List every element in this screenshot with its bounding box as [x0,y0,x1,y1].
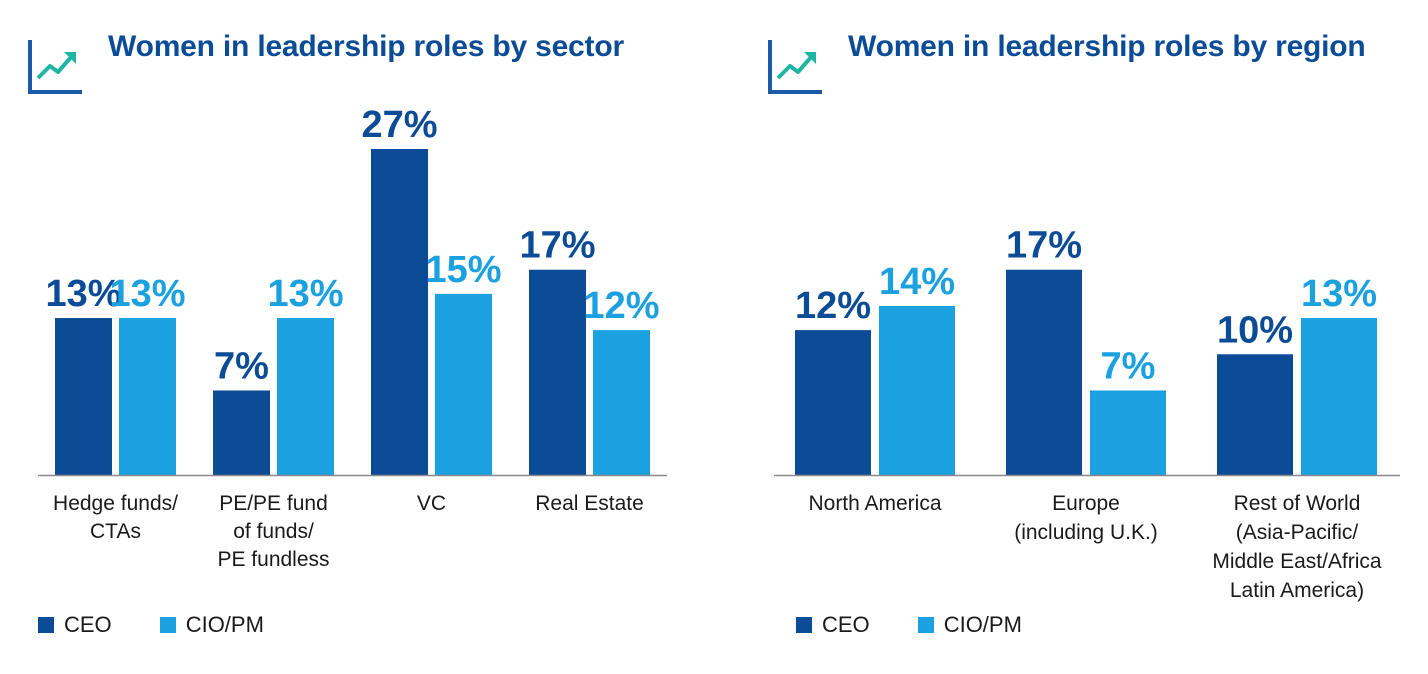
sector-chart-panel: Women in leadership roles by sector 13% 7… [0,0,700,674]
legend-label-cio: CIO/PM [185,612,264,637]
region-chart-panel: Women in leadership roles by region 12% 1… [740,0,1428,674]
bar-ceo-1 [1006,269,1082,475]
data-label-ceo-3: 17% [519,225,595,267]
data-label-cio-3: 12% [583,285,659,327]
bar-ceo-0 [55,318,112,475]
line-chart-trend-icon [768,40,822,94]
bar-cio-2 [1301,318,1377,475]
bar-cio-2 [435,293,492,475]
sector-bar-chart: 13%7%27%17%13% 13%15%12%Hedge funds/CTAsP… [38,104,667,571]
category-label-1: Europe (including U.K.) [1014,492,1158,544]
data-label-cio-2: 13% [1301,273,1377,315]
legend-swatch-ceo [796,617,812,633]
category-label-2: Rest of World (Asia-Pacific/Middle East/A… [1212,492,1382,602]
data-label-ceo-0: 13% [45,273,121,315]
legend-label-ceo: CEO [64,612,112,637]
data-label-ceo-1: 7% [214,345,269,387]
data-label-ceo-1: 17% [1006,225,1082,267]
data-label-ceo-0: 12% [795,285,871,327]
region-bar-chart: 12% 17% 10% 14% 7% 13% North America Europe (inc… [774,225,1400,602]
data-label-ceo-2: 27% [361,104,437,146]
data-label-cio-2: 15% [425,249,501,291]
legend-item-cio: CIO/PM [159,612,264,638]
category-label-2: VC [417,492,446,515]
category-label-3: Real Estate [535,492,644,515]
legend: CEO CIO/PM [38,612,312,638]
bar-cio-1 [277,318,334,475]
legend: CEO CIO/PM [796,612,1070,638]
data-label-ceo-2: 10% [1217,309,1293,351]
category-label-1: PE/PE fund of funds/PE fundless [217,492,329,571]
legend-item-cio: CIO/PM [917,612,1022,638]
bar-cio-1 [1090,390,1166,475]
category-label-0: Hedge funds/CTAs [53,492,178,543]
data-label-cio-1: 7% [1101,345,1156,387]
line-chart-trend-icon [28,40,82,94]
category-label-0: North America [808,492,941,515]
data-label-cio-0: 14% [879,261,955,303]
legend-swatch-cio [917,617,934,633]
bar-ceo-3 [529,269,586,475]
chart-title: Women in leadership roles by sector [108,30,624,63]
legend-item-ceo: CEO [38,612,112,638]
data-label-cio-0: 13% [109,273,185,315]
bar-ceo-2 [371,149,428,475]
bar-cio-0 [119,318,176,475]
data-label-cio-1: 13% [267,273,343,315]
bar-ceo-0 [795,330,871,475]
legend-label-ceo: CEO [822,612,870,637]
bar-ceo-2 [1217,354,1293,475]
legend-label-cio: CIO/PM [943,612,1022,637]
legend-item-ceo: CEO [796,612,870,638]
bar-cio-0 [879,305,955,475]
bar-cio-3 [593,330,650,475]
legend-swatch-ceo [38,617,54,633]
bar-ceo-1 [213,390,270,475]
chart-title: Women in leadership roles by region [848,30,1366,63]
legend-swatch-cio [159,617,176,633]
